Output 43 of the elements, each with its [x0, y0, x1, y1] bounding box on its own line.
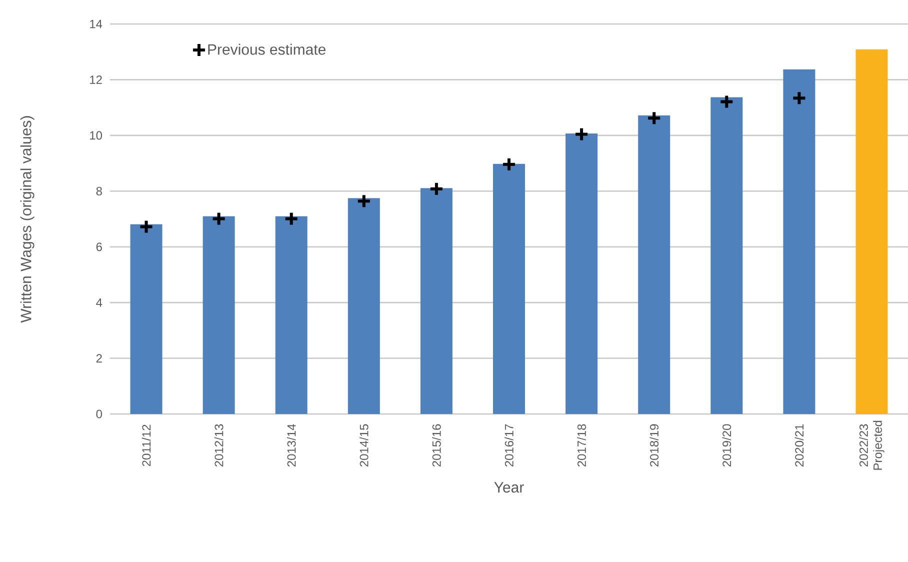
y-tick-label: 8	[96, 186, 102, 196]
point	[719, 94, 734, 110]
point	[284, 211, 299, 226]
bar	[348, 198, 380, 414]
y-tick-label: 2	[96, 354, 102, 362]
point	[646, 110, 662, 126]
y-axis-title: Written Wages (original values)	[20, 116, 34, 323]
bar	[202, 216, 235, 414]
point	[792, 90, 807, 106]
point	[356, 194, 372, 209]
x-tick-label: 2012/13	[214, 424, 224, 466]
y-tick-label: 14	[90, 20, 102, 28]
point	[138, 219, 154, 234]
x-tick-label: 2020/21	[794, 424, 804, 466]
bar	[783, 69, 816, 414]
point	[574, 126, 590, 142]
x-tick-label: 2011/12	[142, 424, 151, 466]
y-tick-label: 6	[96, 242, 102, 252]
bar	[130, 224, 162, 414]
bar	[420, 188, 452, 414]
y-tick-label: 4	[96, 298, 102, 307]
y-tick-label: 0	[96, 410, 102, 418]
x-tick-label: 2013/14	[286, 424, 296, 466]
point	[502, 156, 517, 172]
bar	[493, 164, 526, 414]
x-tick-label: 2019/20	[722, 424, 732, 466]
bar	[638, 115, 670, 414]
point	[211, 211, 226, 226]
x-axis-title: Year	[494, 482, 524, 493]
y-tick-label: 12	[90, 76, 102, 84]
x-tick-label: 2017/18	[577, 424, 586, 466]
bar	[566, 133, 598, 414]
x-tick-label: 2018/19	[650, 424, 659, 466]
bar	[856, 49, 888, 414]
legend-label: Previous estimate	[208, 44, 326, 55]
bar	[710, 97, 743, 414]
x-tick-label: 2022/23 Projected	[859, 420, 884, 470]
x-tick-label: 2015/16	[432, 424, 441, 466]
x-tick-label: 2014/15	[360, 424, 368, 466]
bar	[275, 216, 308, 414]
x-tick-label: 2016/17	[504, 424, 514, 466]
y-tick-label: 10	[90, 131, 102, 140]
point	[428, 181, 444, 196]
